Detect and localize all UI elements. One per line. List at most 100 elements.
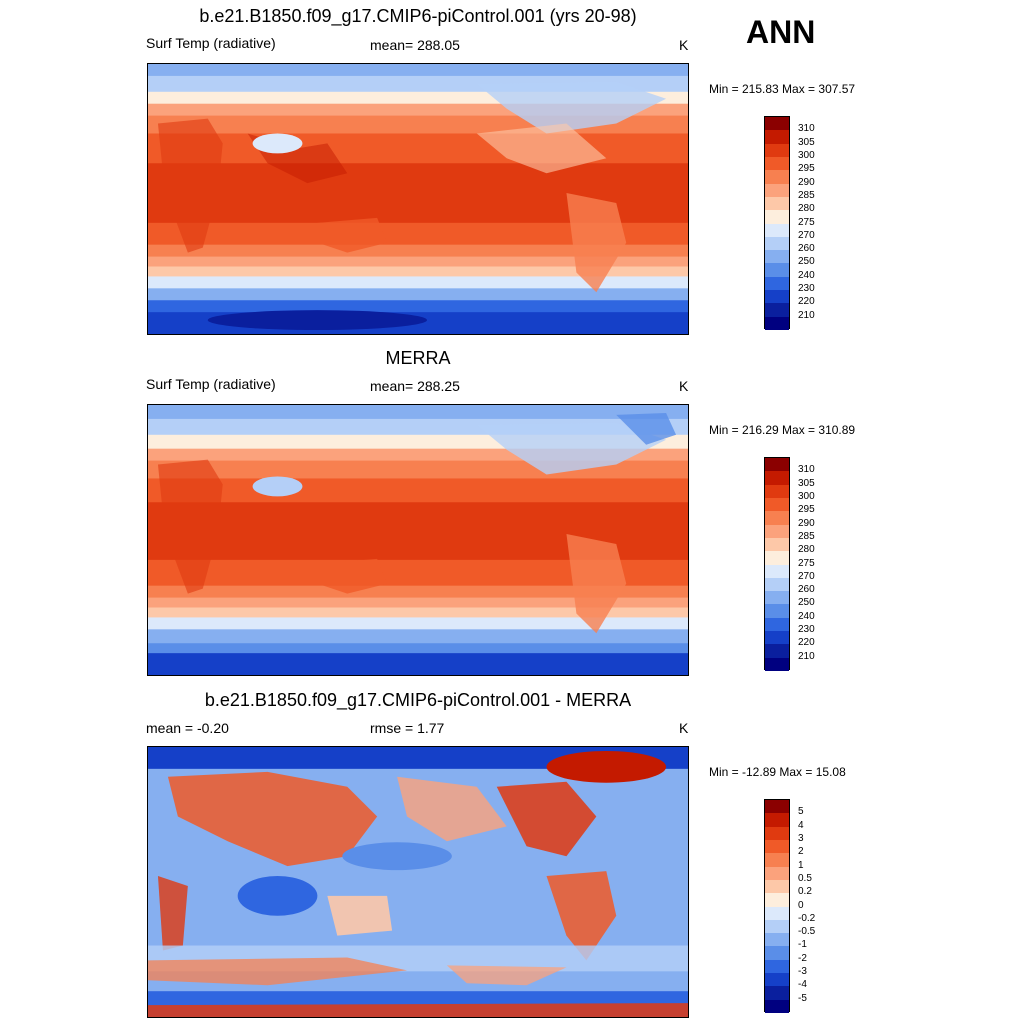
colorbar-tick-label: 285 bbox=[798, 189, 815, 201]
colorbar-tick-label: 275 bbox=[798, 557, 815, 569]
panel2-minmax: Min = 216.29 Max = 310.89 bbox=[709, 423, 856, 437]
colorbar-segment bbox=[765, 183, 789, 197]
colorbar-tick-label: -0.5 bbox=[798, 926, 816, 938]
panel1-left-label: Surf Temp (radiative) bbox=[146, 35, 276, 51]
panel2-title: MERRA bbox=[385, 348, 451, 368]
colorbar-segment bbox=[765, 657, 789, 671]
colorbar-tick-label: 290 bbox=[798, 517, 815, 529]
panel3-title: b.e21.B1850.f09_g17.CMIP6-piControl.001 … bbox=[204, 690, 632, 710]
colorbar-tick-label: -2 bbox=[798, 952, 807, 964]
colorbar-tick-label: 295 bbox=[798, 504, 815, 516]
colorbar-segment bbox=[765, 800, 789, 814]
colorbar-tick-label: 270 bbox=[798, 570, 815, 582]
colorbar-tick-label: 1 bbox=[798, 859, 804, 871]
colorbar-segment bbox=[765, 577, 789, 592]
panel1-colorbar bbox=[764, 116, 790, 330]
colorbar-tick-label: 305 bbox=[798, 136, 815, 148]
colorbar-tick-label: 3 bbox=[798, 832, 804, 844]
colorbar-segment bbox=[765, 117, 789, 131]
colorbar-tick-label: 250 bbox=[798, 597, 815, 609]
colorbar-tick-label: 290 bbox=[798, 176, 815, 188]
panel3-map bbox=[147, 746, 689, 1018]
colorbar-segment bbox=[765, 511, 789, 525]
colorbar-tick-label: 250 bbox=[798, 256, 815, 268]
colorbar-segment bbox=[765, 156, 789, 171]
colorbar-tick-label: 0 bbox=[798, 899, 804, 911]
colorbar-segment bbox=[765, 591, 789, 605]
colorbar-segment bbox=[765, 906, 789, 920]
colorbar-tick-label: 305 bbox=[798, 477, 815, 489]
colorbar-tick-label: -3 bbox=[798, 966, 807, 978]
panel2-map bbox=[147, 404, 689, 676]
colorbar-segment bbox=[765, 303, 789, 317]
colorbar-segment bbox=[765, 458, 789, 472]
panel2-left-label: Surf Temp (radiative) bbox=[146, 376, 276, 392]
colorbar-tick-label: -4 bbox=[798, 979, 807, 991]
colorbar-segment bbox=[765, 223, 789, 237]
colorbar-segment bbox=[765, 551, 789, 565]
colorbar-tick-label: 300 bbox=[798, 149, 815, 161]
colorbar-tick-label: -0.2 bbox=[798, 912, 816, 924]
panel3-colorbar bbox=[764, 799, 790, 1013]
colorbar-segment bbox=[765, 143, 789, 157]
colorbar-segment bbox=[765, 196, 789, 211]
colorbar-tick-label: 0.2 bbox=[798, 886, 812, 898]
panel1-minmax: Min = 215.83 Max = 307.57 bbox=[709, 82, 856, 96]
panel2-colorbar bbox=[764, 457, 790, 671]
panel3-units-label: K bbox=[679, 720, 689, 736]
colorbar-tick-label: 220 bbox=[798, 637, 815, 649]
colorbar-tick-label: 2 bbox=[798, 846, 804, 858]
panel3-minmax: Min = -12.89 Max = 15.08 bbox=[709, 765, 846, 779]
colorbar-segment bbox=[765, 290, 789, 304]
colorbar-tick-label: 310 bbox=[798, 464, 815, 476]
colorbar-tick-label: 300 bbox=[798, 490, 815, 502]
colorbar-tick-label: -1 bbox=[798, 939, 807, 951]
colorbar-segment bbox=[765, 471, 789, 485]
colorbar-segment bbox=[765, 524, 789, 538]
colorbar-tick-label: 5 bbox=[798, 806, 804, 818]
panel1-mean-label: mean= 288.05 bbox=[370, 37, 460, 53]
colorbar-segment bbox=[765, 959, 789, 974]
panel1-units-label: K bbox=[679, 37, 689, 53]
colorbar-segment bbox=[765, 866, 789, 880]
colorbar-tick-label: 260 bbox=[798, 584, 815, 596]
colorbar-segment bbox=[765, 986, 789, 1000]
colorbar-segment bbox=[765, 236, 789, 251]
colorbar-segment bbox=[765, 919, 789, 934]
colorbar-tick-label: 240 bbox=[798, 610, 815, 622]
colorbar-segment bbox=[765, 813, 789, 827]
colorbar-tick-label: 210 bbox=[798, 309, 815, 321]
colorbar-tick-label: 0.5 bbox=[798, 872, 812, 884]
colorbar-tick-label: 210 bbox=[798, 650, 815, 662]
colorbar-segment bbox=[765, 564, 789, 578]
colorbar-segment bbox=[765, 631, 789, 645]
colorbar-tick-label: 4 bbox=[798, 819, 804, 831]
colorbar-segment bbox=[765, 250, 789, 264]
colorbar-segment bbox=[765, 644, 789, 658]
colorbar-tick-label: -5 bbox=[798, 992, 807, 1004]
colorbar-segment bbox=[765, 130, 789, 144]
colorbar-tick-label: 260 bbox=[798, 243, 815, 255]
colorbar-tick-label: 230 bbox=[798, 624, 815, 636]
colorbar-segment bbox=[765, 946, 789, 960]
panel2-units-label: K bbox=[679, 378, 689, 394]
colorbar-tick-label: 220 bbox=[798, 296, 815, 308]
colorbar-segment bbox=[765, 853, 789, 867]
colorbar-tick-label: 230 bbox=[798, 283, 815, 295]
season-label: ANN bbox=[746, 14, 816, 50]
colorbar-tick-label: 280 bbox=[798, 203, 815, 215]
colorbar-segment bbox=[765, 826, 789, 840]
panel2-mean-label: mean= 288.25 bbox=[370, 378, 460, 394]
colorbar-segment bbox=[765, 999, 789, 1013]
colorbar-segment bbox=[765, 879, 789, 894]
colorbar-segment bbox=[765, 893, 789, 907]
colorbar-tick-label: 295 bbox=[798, 163, 815, 175]
colorbar-segment bbox=[765, 933, 789, 947]
colorbar-segment bbox=[765, 484, 789, 498]
colorbar-tick-label: 275 bbox=[798, 216, 815, 228]
colorbar-segment bbox=[765, 537, 789, 552]
panel1-title: b.e21.B1850.f09_g17.CMIP6-piControl.001 … bbox=[199, 6, 637, 26]
colorbar-segment bbox=[765, 839, 789, 854]
panel3-rmse-label: rmse = 1.77 bbox=[370, 720, 445, 736]
colorbar-tick-label: 310 bbox=[798, 123, 815, 135]
